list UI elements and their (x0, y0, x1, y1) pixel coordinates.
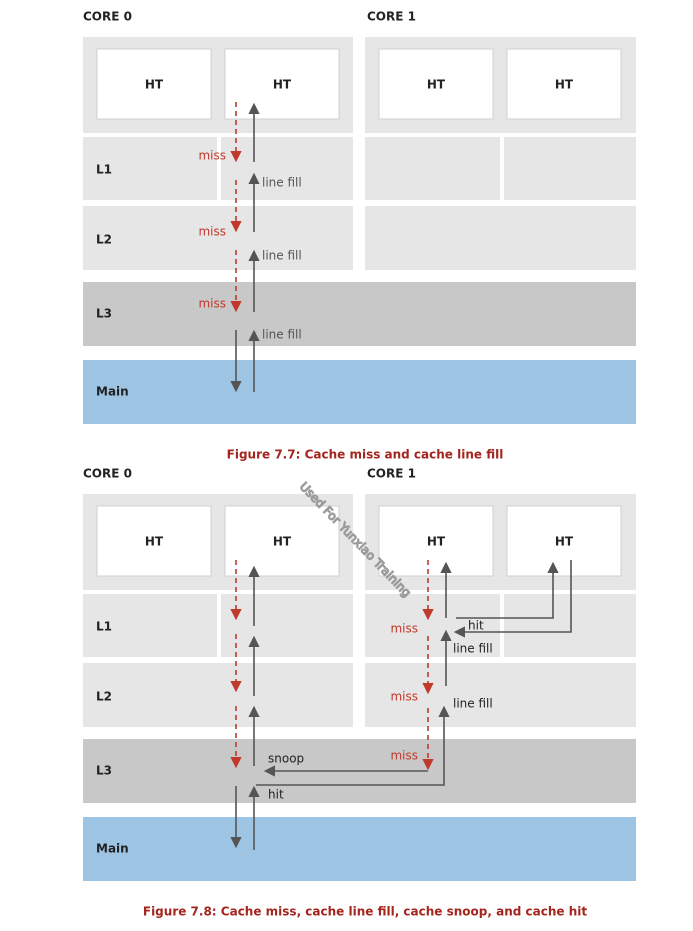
cache-cell (365, 663, 636, 727)
arrow-label: miss (390, 622, 418, 636)
level-label: L2 (96, 690, 112, 704)
l3-cache (83, 282, 636, 346)
arrow-label: miss (198, 297, 226, 311)
arrow-label: line fill (453, 642, 493, 656)
main-memory (83, 360, 636, 424)
arrow-label: hit (268, 788, 284, 802)
level-label: L3 (96, 764, 112, 778)
fill-arrow (456, 561, 559, 619)
fill-arrow (453, 560, 572, 638)
cache-cell (504, 137, 636, 200)
ht-label: HT (555, 535, 574, 549)
level-label: Main (96, 385, 129, 399)
ht-box (96, 48, 212, 120)
ht-box (224, 48, 340, 120)
caption: Figure 7.8: Cache miss, cache line fill,… (143, 905, 587, 919)
core-label: CORE 1 (367, 10, 416, 24)
arrow-label: line fill (262, 176, 302, 190)
arrow-label: line fill (262, 249, 302, 263)
core-label: CORE 0 (83, 10, 132, 24)
ht-box (96, 505, 212, 577)
cache-cell (83, 594, 217, 657)
ht-box (506, 48, 622, 120)
cache-cell (365, 206, 636, 270)
ht-label: HT (145, 78, 164, 92)
main-memory (83, 817, 636, 881)
level-label: L3 (96, 307, 112, 321)
level-label: L1 (96, 163, 112, 177)
ht-label: HT (427, 78, 446, 92)
cache-cell (221, 594, 353, 657)
ht-box (506, 505, 622, 577)
ht-label: HT (555, 78, 574, 92)
ht-label: HT (427, 535, 446, 549)
level-label: L2 (96, 233, 112, 247)
ht-label: HT (273, 535, 292, 549)
arrow-label: line fill (262, 328, 302, 342)
cache-cell (365, 137, 500, 200)
ht-box (378, 505, 494, 577)
arrow-label: hit (468, 619, 484, 633)
ht-label: HT (145, 535, 164, 549)
ht-box (378, 48, 494, 120)
cache-cell (365, 594, 500, 657)
core-label: CORE 0 (83, 467, 132, 481)
arrow-label: line fill (453, 697, 493, 711)
level-label: Main (96, 842, 129, 856)
arrow-label: miss (390, 749, 418, 763)
arrow-label: snoop (268, 752, 304, 766)
diagram: CORE 0 CORE 1 HT HT HT HT L1 L2 L3 Main Figure 7.7… (83, 10, 636, 919)
level-label: L1 (96, 620, 112, 634)
arrow-label: miss (198, 225, 226, 239)
caption: Figure 7.7: Cache miss and cache line fi… (227, 448, 504, 462)
fill-arrow (256, 705, 450, 786)
arrow-label: miss (390, 690, 418, 704)
core-label: CORE 1 (367, 467, 416, 481)
ht-box (224, 505, 340, 577)
cache-cell (83, 137, 217, 200)
cache-cell (83, 206, 353, 270)
ht-label: HT (273, 78, 292, 92)
cache-cell (83, 663, 353, 727)
cache-cell (221, 137, 353, 200)
cache-cell (504, 594, 636, 657)
arrow-label: miss (198, 149, 226, 163)
